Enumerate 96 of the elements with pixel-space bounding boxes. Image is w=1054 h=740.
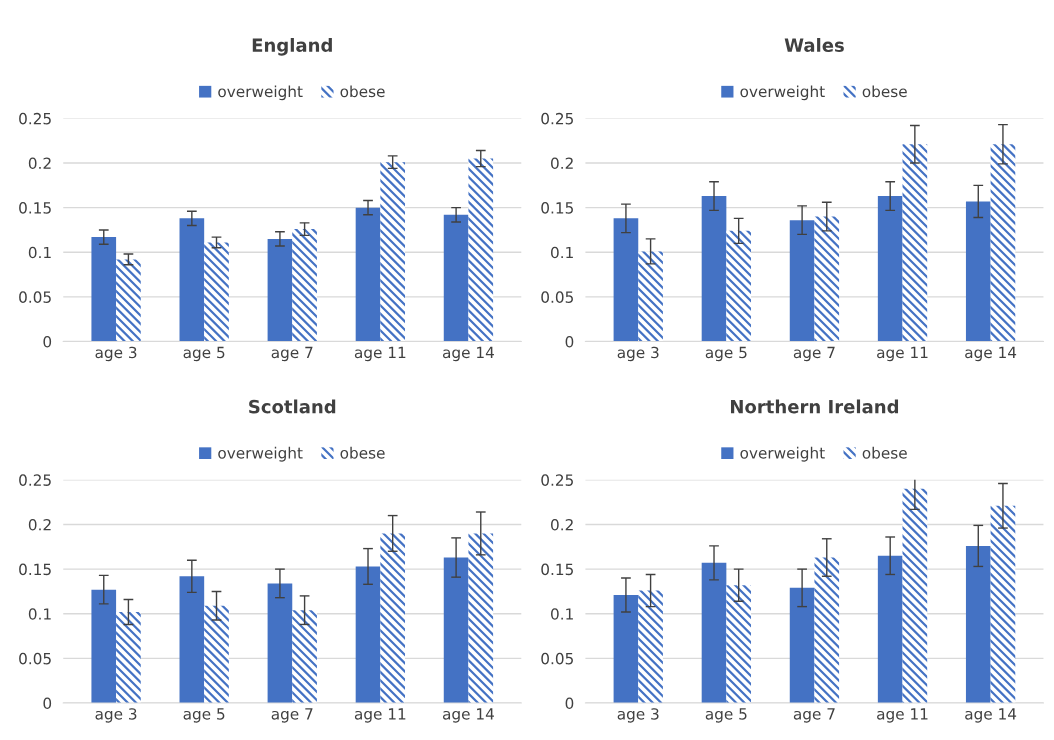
chart-title: Northern Ireland	[730, 399, 899, 414]
bar	[468, 533, 494, 703]
x-tick-label: age 14	[442, 346, 494, 362]
x-tick-label: age 14	[442, 708, 494, 723]
chart-title: Wales	[784, 38, 844, 52]
bar	[726, 585, 752, 703]
x-tick-label: age 14	[965, 346, 1017, 362]
x-tick-label: age 7	[271, 708, 313, 723]
x-tick-label: age 7	[271, 346, 313, 362]
y-tick-label: 0.15	[541, 563, 573, 576]
y-tick-label: 0.2	[551, 518, 573, 531]
x-tick-label: age 5	[183, 346, 225, 362]
bar	[990, 144, 1016, 342]
y-tick-label: 0	[43, 697, 52, 710]
y-tick-label: 0	[565, 336, 574, 348]
bar	[91, 237, 117, 342]
bar	[179, 218, 205, 342]
y-tick-label: 0.25	[541, 112, 573, 125]
bar	[613, 595, 639, 703]
legend-label: overweight	[218, 446, 303, 462]
bar	[267, 583, 293, 703]
y-tick-label: 0.15	[19, 202, 51, 214]
bar	[355, 566, 381, 703]
bar	[116, 259, 141, 342]
legend-label: overweight	[740, 446, 825, 462]
x-tick-label: age 3	[95, 708, 137, 723]
bar	[877, 196, 903, 342]
x-tick-label: age 7	[793, 346, 835, 362]
bar	[468, 158, 494, 342]
chart-title: England	[252, 38, 332, 56]
y-tick-label: 0.25	[541, 474, 573, 486]
bar	[116, 611, 141, 703]
x-tick-label: age 3	[95, 346, 137, 362]
bar	[204, 605, 229, 703]
bar	[443, 214, 469, 342]
bar	[726, 230, 752, 342]
x-tick-label: age 5	[705, 346, 747, 362]
x-tick-label: age 3	[617, 708, 659, 723]
legend-label: overweight	[218, 85, 303, 101]
bar	[902, 144, 928, 342]
y-tick-label: 0.2	[28, 518, 51, 531]
bar	[292, 229, 317, 342]
x-tick-label: age 11	[354, 708, 406, 723]
bar	[380, 533, 406, 703]
bar	[990, 505, 1016, 703]
y-tick-label: 0.1	[28, 246, 51, 259]
y-tick-label: 0.25	[19, 112, 51, 125]
bar	[91, 589, 117, 703]
y-tick-label: 0.2	[551, 157, 573, 170]
bar	[789, 587, 815, 703]
bar	[292, 610, 317, 703]
bar	[701, 196, 727, 342]
x-tick-label: age 7	[793, 708, 835, 723]
x-tick-label: age 11	[877, 346, 928, 362]
bar	[965, 545, 991, 703]
bar	[902, 488, 928, 703]
x-tick-label: age 14	[965, 708, 1017, 723]
bar	[380, 162, 406, 342]
y-tick-label: 0.15	[541, 202, 573, 214]
x-tick-label: age 5	[705, 708, 747, 723]
bar	[814, 216, 840, 342]
x-tick-label: age 5	[183, 708, 225, 723]
y-tick-label: 0	[43, 336, 52, 348]
legend-label: obese	[862, 85, 907, 98]
legend-label: obese	[340, 446, 385, 459]
bar	[638, 251, 663, 342]
bar	[613, 218, 639, 342]
bar	[877, 555, 903, 703]
bar	[789, 220, 815, 342]
x-tick-label: age 11	[877, 708, 928, 723]
bar	[638, 590, 663, 703]
y-tick-label: 0.2	[28, 157, 51, 170]
y-tick-label: 0.25	[19, 474, 51, 486]
y-tick-label: 0	[565, 697, 574, 710]
y-tick-label: 0.1	[551, 608, 573, 620]
bar	[814, 557, 840, 703]
chart-title: Scotland	[249, 399, 336, 414]
y-tick-label: 0.05	[19, 652, 51, 665]
legend-label: obese	[862, 446, 907, 459]
y-tick-label: 0.05	[541, 291, 573, 303]
bar	[267, 238, 293, 342]
bar	[204, 242, 229, 342]
y-tick-label: 0.1	[28, 608, 51, 620]
y-tick-label: 0.1	[551, 246, 573, 259]
bar	[965, 201, 991, 342]
y-tick-label: 0.05	[19, 291, 51, 303]
y-tick-label: 0.05	[541, 652, 573, 665]
y-tick-label: 0.15	[19, 563, 51, 576]
legend-label: obese	[340, 85, 385, 98]
bar	[179, 576, 205, 703]
bar	[355, 207, 381, 342]
x-tick-label: age 11	[354, 346, 406, 362]
x-tick-label: age 3	[617, 346, 659, 362]
legend-label: overweight	[740, 85, 825, 101]
bar	[443, 557, 469, 703]
bar	[701, 562, 727, 703]
